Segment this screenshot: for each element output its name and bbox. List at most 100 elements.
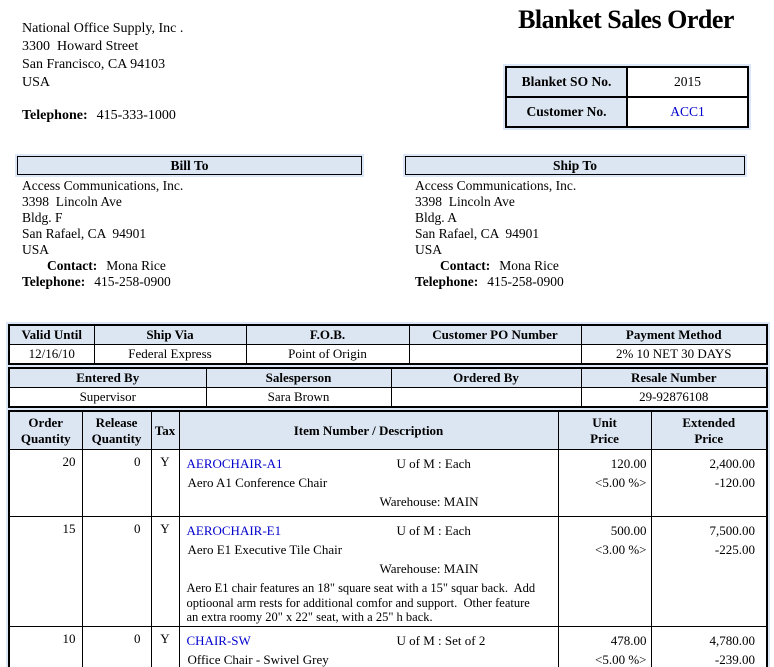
ship-to-contact-row: Contact: Mona Rice xyxy=(415,258,755,274)
people-value-row: Supervisor Sara Brown 29-92876108 xyxy=(8,387,768,408)
release-qty-cell: 0 xyxy=(81,516,152,627)
resale-number-value: 29-92876108 xyxy=(580,387,768,408)
ordered-by-header: Ordered By xyxy=(390,367,582,388)
unit-price-cell: 500.00 <3.00 %> xyxy=(557,516,652,627)
order-details-grid: Valid Until Ship Via F.O.B. Customer PO … xyxy=(6,322,770,667)
terms-value-row: 12/16/10 Federal Express Point of Origin… xyxy=(8,344,768,365)
item-description-cell: AEROCHAIR-A1 U of M : Each Aero A1 Confe… xyxy=(178,449,559,517)
ship-to-bldg: Bldg. A xyxy=(415,210,458,225)
ship-to-address: Access Communications, Inc. 3398 Lincoln… xyxy=(415,178,755,290)
item-description: Aero E1 Executive Tile Chair xyxy=(187,542,343,557)
extended-price-header: Extended Price xyxy=(650,410,768,450)
item-description: Aero A1 Conference Chair xyxy=(187,475,328,490)
company-name: National Office Supply, Inc . xyxy=(22,21,184,36)
item-description-header: Item Number / Description xyxy=(178,410,559,450)
people-table: Entered By Salesperson Ordered By Resale… xyxy=(8,367,768,408)
terms-header-row: Valid Until Ship Via F.O.B. Customer PO … xyxy=(8,324,768,345)
bill-to-city: San Rafael, CA 94901 xyxy=(22,226,147,241)
telephone-label: Telephone: xyxy=(415,274,479,289)
unit-price-cell: 120.00 <5.00 %> xyxy=(557,449,652,517)
ship-to-telephone-row: Telephone: 415-258-0900 xyxy=(415,274,755,290)
terms-table: Valid Until Ship Via F.O.B. Customer PO … xyxy=(8,324,768,365)
blanket-so-no-label: Blanket SO No. xyxy=(505,66,628,98)
bill-to-telephone: 415-258-0900 xyxy=(94,274,171,289)
item-number-link[interactable]: AEROCHAIR-A1 xyxy=(186,456,283,471)
item-long-description: Aero E1 chair features an 18" square sea… xyxy=(186,581,539,624)
valid-until-header: Valid Until xyxy=(8,324,95,345)
table-row: Customer No. ACC1 xyxy=(505,96,749,128)
extended-discount: -225.00 xyxy=(714,542,755,557)
contact-label: Contact: xyxy=(440,258,491,273)
release-quantity-header: Release Quantity xyxy=(81,410,152,450)
entered-by-header: Entered By xyxy=(8,367,207,388)
item-row: 10 0 Y CHAIR-SW U of M : Set of 2 Office… xyxy=(8,626,768,667)
item-description: Office Chair - Swivel Grey xyxy=(187,652,329,667)
extended-discount: -120.00 xyxy=(714,475,755,490)
item-warehouse: Warehouse: MAIN xyxy=(379,494,479,509)
company-country: USA xyxy=(22,75,51,90)
release-qty-cell: 0 xyxy=(81,449,152,517)
salesperson-header: Salesperson xyxy=(205,367,392,388)
bill-to-company: Access Communications, Inc. xyxy=(22,178,184,193)
order-quantity-header: Order Quantity xyxy=(8,410,83,450)
bill-to-country: USA xyxy=(22,242,50,257)
extended-price-cell: 4,780.00 -239.00 xyxy=(650,626,768,667)
unit-price: 478.00 xyxy=(610,633,647,648)
telephone-label: Telephone: xyxy=(22,108,88,123)
extended-price-cell: 2,400.00 -120.00 xyxy=(650,449,768,517)
resale-number-header: Resale Number xyxy=(580,367,768,388)
fob-value: Point of Origin xyxy=(245,344,410,365)
extended-price: 2,400.00 xyxy=(709,456,756,471)
order-qty-cell: 10 xyxy=(8,626,83,667)
ordered-by-value xyxy=(390,387,582,408)
ship-via-header: Ship Via xyxy=(93,324,247,345)
ship-to-city: San Rafael, CA 94901 xyxy=(415,226,540,241)
bill-to-street: 3398 Lincoln Ave xyxy=(22,194,122,209)
ship-to-street: 3398 Lincoln Ave xyxy=(415,194,515,209)
line-items-table: Order Quantity Release Quantity Tax Item… xyxy=(8,410,768,667)
order-qty-cell: 20 xyxy=(8,449,83,517)
extended-price: 4,780.00 xyxy=(709,633,756,648)
ship-to-header: Ship To xyxy=(405,156,745,175)
company-street: 3300 Howard Street xyxy=(22,39,139,54)
item-description-cell: CHAIR-SW U of M : Set of 2 Office Chair … xyxy=(178,626,559,667)
release-qty-cell: 0 xyxy=(81,626,152,667)
company-block: National Office Supply, Inc . 3300 Howar… xyxy=(22,20,183,125)
unit-price: 500.00 xyxy=(610,523,647,538)
telephone-label: Telephone: xyxy=(22,274,86,289)
extended-price: 7,500.00 xyxy=(709,523,756,538)
salesperson-value: Sara Brown xyxy=(205,387,392,408)
people-header-row: Entered By Salesperson Ordered By Resale… xyxy=(8,367,768,388)
extended-discount: -239.00 xyxy=(714,652,755,667)
item-row: 15 0 Y AEROCHAIR-E1 U of M : Each Aero E… xyxy=(8,516,768,627)
valid-until-value: 12/16/10 xyxy=(8,344,95,365)
bill-to-telephone-row: Telephone: 415-258-0900 xyxy=(22,274,372,290)
unit-of-measure: U of M : Set of 2 xyxy=(396,633,486,648)
bill-to-header: Bill To xyxy=(17,156,362,175)
item-number-link[interactable]: AEROCHAIR-E1 xyxy=(186,523,282,538)
table-row: Blanket SO No. 2015 xyxy=(505,66,749,98)
entered-by-value: Supervisor xyxy=(8,387,207,408)
tax-cell: Y xyxy=(150,449,180,517)
order-number-box: Blanket SO No. 2015 Customer No. ACC1 xyxy=(505,66,749,128)
ship-to-contact: Mona Rice xyxy=(499,258,559,273)
tax-cell: Y xyxy=(150,516,180,627)
unit-of-measure: U of M : Each xyxy=(396,523,471,538)
unit-of-measure: U of M : Each xyxy=(396,456,471,471)
unit-price: 120.00 xyxy=(610,456,647,471)
tax-cell: Y xyxy=(150,626,180,667)
item-warehouse: Warehouse: MAIN xyxy=(379,561,479,576)
ship-to-company: Access Communications, Inc. xyxy=(415,178,577,193)
contact-label: Contact: xyxy=(47,258,98,273)
ship-via-value: Federal Express xyxy=(93,344,247,365)
customer-no-value[interactable]: ACC1 xyxy=(626,96,749,128)
item-number-link[interactable]: CHAIR-SW xyxy=(186,633,251,648)
payment-method-header: Payment Method xyxy=(580,324,768,345)
blanket-so-no-value: 2015 xyxy=(626,66,749,98)
company-telephone-row: Telephone: 415-333-1000 xyxy=(22,107,183,125)
ship-to-country: USA xyxy=(415,242,443,257)
unit-price-header: Unit Price xyxy=(557,410,652,450)
bill-to-contact: Mona Rice xyxy=(106,258,166,273)
discount-percent: <3.00 %> xyxy=(595,542,647,557)
